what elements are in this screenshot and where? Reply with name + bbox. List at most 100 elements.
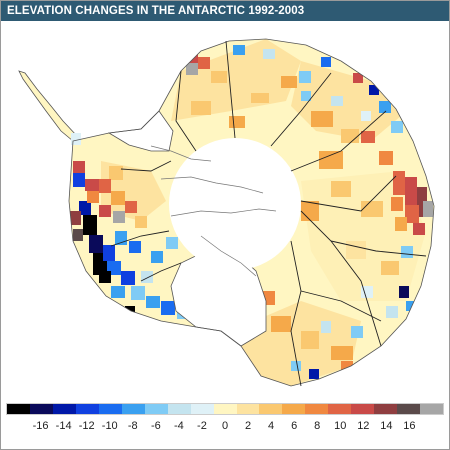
colorbar-tick-label: 10 [334, 420, 347, 432]
cell [361, 131, 375, 143]
cell [399, 286, 409, 298]
cell [331, 96, 343, 106]
colorbar-tick-label: -14 [55, 420, 72, 432]
cell [301, 331, 319, 349]
coastline [68, 38, 435, 387]
cell [73, 173, 85, 187]
cell [166, 237, 178, 249]
antarctic-map [18, 38, 435, 387]
cell [381, 261, 399, 275]
cell [386, 306, 398, 318]
colorbar-tick-label: 6 [291, 420, 298, 432]
cell [146, 296, 160, 308]
cell [291, 361, 301, 371]
cell [211, 71, 227, 83]
elevation-change-cells [69, 39, 433, 386]
cell [379, 151, 393, 165]
cell [331, 181, 351, 197]
cell [151, 251, 163, 263]
cell [409, 321, 419, 331]
cell [391, 197, 403, 211]
cell [281, 76, 297, 88]
cell [233, 45, 245, 55]
cell [405, 205, 419, 223]
cell [395, 217, 407, 231]
colorbar-tick-label: -12 [78, 420, 95, 432]
cell [369, 85, 379, 95]
cell [321, 321, 331, 333]
cell [405, 177, 417, 205]
cell [161, 301, 175, 315]
colorbar-swatch [282, 404, 306, 414]
ice-divides [150, 145, 277, 277]
cell [401, 246, 413, 258]
colorbar-tick-label: -6 [150, 420, 161, 432]
colorbar-tick-label: -2 [197, 420, 207, 432]
colorbar-swatch [351, 404, 375, 414]
cell [103, 245, 115, 261]
cell [87, 191, 99, 203]
colorbar-tick-label: 2 [244, 420, 252, 432]
cell [113, 211, 125, 223]
colorbar-tick-label: -10 [101, 420, 118, 432]
cell [331, 346, 353, 360]
cell [263, 49, 275, 59]
cell [198, 57, 210, 69]
colorbar-tick-label: -8 [127, 420, 138, 432]
cell [413, 223, 425, 235]
peninsula [18, 70, 78, 142]
colorbar-tick-label: -4 [174, 420, 184, 432]
colorbar-tick-label: 12 [357, 420, 370, 432]
cell [109, 166, 123, 180]
cell [379, 101, 391, 113]
colorbar-tick-label: 14 [380, 420, 393, 432]
cell [393, 171, 405, 195]
colorbar-swatch [167, 404, 191, 414]
cell [351, 326, 363, 338]
cell [73, 229, 83, 241]
cell [125, 201, 137, 213]
cell [251, 93, 269, 103]
colorbar-swatch [420, 404, 444, 414]
colorbar-swatch [75, 404, 99, 414]
cell [417, 187, 427, 217]
cell [135, 216, 147, 228]
colorbar-swatch [397, 404, 421, 414]
cell [83, 215, 97, 235]
cell [406, 301, 416, 311]
cell [391, 121, 403, 133]
cell [129, 241, 141, 253]
colorbar-tick-label: 0 [221, 420, 229, 432]
cell [361, 201, 383, 217]
cell [229, 116, 245, 128]
cell [346, 241, 366, 259]
cell [131, 286, 145, 300]
colorbar-tick-label: 8 [314, 420, 321, 432]
cell [311, 111, 333, 127]
cell [89, 235, 103, 253]
cell [341, 129, 359, 143]
cell [73, 161, 85, 173]
colorbar-swatch [190, 404, 214, 414]
cell [366, 356, 376, 366]
colorbar-swatch [213, 404, 237, 414]
cell [121, 271, 135, 285]
cell [99, 179, 111, 193]
cell [321, 57, 331, 67]
cell [99, 205, 111, 217]
cell [141, 271, 153, 283]
cell [309, 369, 319, 379]
colorbar-swatch [29, 404, 53, 414]
colorbar [6, 403, 444, 415]
colorbar-tick-label: 4 [268, 420, 275, 432]
colorbar-swatch [144, 404, 168, 414]
figure-title: ELEVATION CHANGES IN THE ANTARCTIC 1992-… [1, 1, 449, 21]
cell [186, 63, 198, 75]
colorbar-swatch [374, 404, 398, 414]
colorbar-swatch [305, 404, 329, 414]
cell [341, 361, 353, 371]
colorbar-tick-labels: -16 -14 -12 -10 -8 -6 -4 -2 0 2 4 6 8 10 12 14 16 [6, 420, 444, 436]
colorbar-swatch [236, 404, 260, 414]
cell [271, 316, 291, 332]
